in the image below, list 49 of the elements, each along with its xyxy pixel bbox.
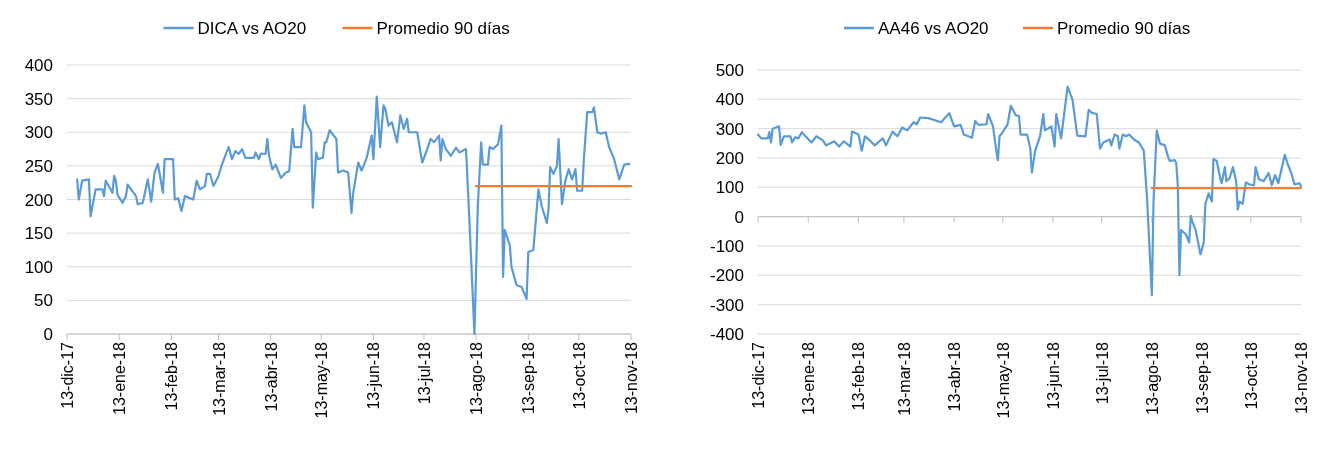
x-tick-label: 13-may-18	[994, 341, 1012, 419]
legend-label: Promedio 90 días	[1057, 19, 1191, 38]
y-tick-label: 500	[715, 61, 744, 80]
x-tick-label: 13-abr-18	[946, 341, 964, 412]
x-tick-label: 13-dic-17	[750, 341, 767, 409]
x-tick-label: 13-sep-18	[1194, 341, 1212, 415]
x-tick-label: 13-jul-18	[415, 341, 433, 405]
y-tick-label: 200	[715, 149, 744, 168]
line-series	[76, 95, 631, 336]
x-tick-label: 13-ene-18	[111, 341, 129, 415]
y-tick-label: 300	[24, 123, 53, 143]
x-tick-label: 13-oct-18	[570, 341, 588, 410]
y-tick-label: 100	[715, 178, 744, 198]
y-tick-label: -100	[709, 237, 744, 256]
y-tick-label: 150	[24, 224, 53, 244]
y-tick-label: 400	[24, 56, 53, 75]
x-tick-label: 13-sep-18	[520, 341, 538, 415]
y-tick-label: 100	[24, 257, 53, 277]
x-tick-label: 13-dic-17	[59, 341, 76, 409]
x-tick-label: 13-abr-18	[262, 341, 280, 412]
y-tick-label: -200	[709, 266, 744, 286]
y-tick-label: 400	[715, 90, 744, 110]
y-tick-label: 50	[34, 291, 53, 311]
x-tick-label: 13-feb-18	[163, 341, 181, 411]
x-tick-label: 13-may-18	[313, 341, 331, 419]
x-tick-label: 13-feb-18	[850, 341, 868, 411]
y-tick-label: 0	[734, 207, 744, 227]
x-tick-label: 13-ene-18	[800, 341, 818, 415]
legend-label: DICA vs AO20	[197, 19, 307, 38]
x-tick-label: 13-mar-18	[895, 341, 913, 416]
x-tick-label: 13-jul-18	[1093, 341, 1111, 405]
legend-label: Promedio 90 días	[376, 19, 510, 38]
x-tick-label: 13-nov-18	[623, 341, 640, 415]
x-tick-label: 13-jun-18	[1045, 341, 1062, 410]
line-series	[756, 85, 1303, 297]
y-tick-label: 250	[24, 156, 53, 176]
y-tick-label: -300	[709, 295, 744, 315]
y-tick-label: -400	[709, 325, 744, 344]
x-tick-label: 13-ago-18	[468, 341, 486, 415]
x-tick-label: 13-ago-18	[1143, 341, 1161, 415]
x-tick-label: 13-jun-18	[365, 341, 383, 410]
y-tick-label: 300	[715, 119, 744, 139]
x-tick-label: 13-mar-18	[210, 341, 228, 416]
y-tick-label: 200	[24, 190, 53, 210]
legend-label: AA46 vs AO20	[878, 19, 989, 38]
y-tick-label: 350	[24, 89, 53, 109]
x-tick-label: 13-nov-18	[1293, 341, 1310, 415]
y-tick-label: 0	[43, 325, 53, 344]
x-tick-label: 13-oct-18	[1242, 341, 1260, 410]
